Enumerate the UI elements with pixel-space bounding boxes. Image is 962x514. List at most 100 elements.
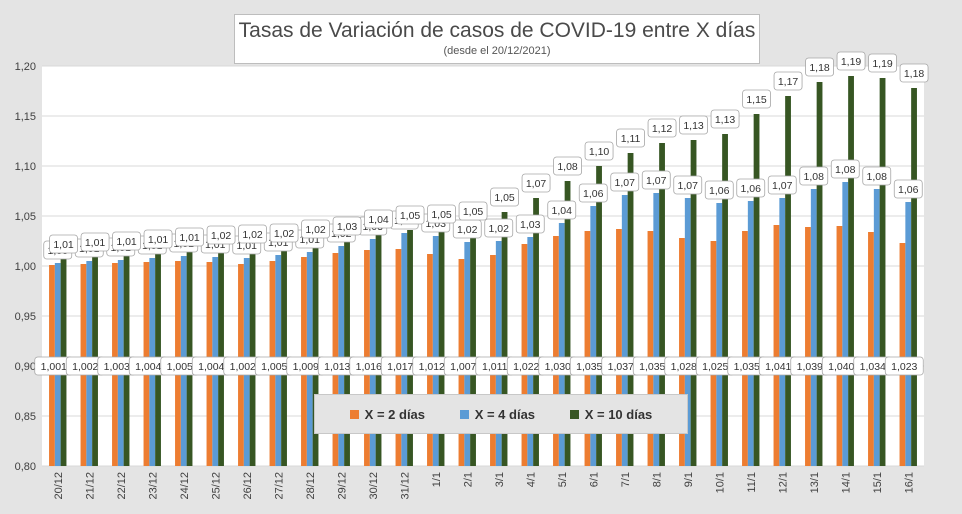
data-label: 1,025 — [702, 361, 728, 373]
legend-item-2-dias: X = 2 días — [349, 407, 425, 422]
data-label-box — [578, 183, 608, 203]
x-tick-label: 16/1 — [903, 472, 915, 493]
data-label: 1,030 — [545, 361, 571, 373]
data-label-box — [836, 51, 866, 71]
bar — [501, 212, 508, 466]
legend-item-4-dias: X = 4 días — [459, 407, 535, 422]
data-label: 1,016 — [356, 361, 382, 373]
data-label-box — [175, 227, 204, 247]
data-label: 1,002 — [72, 361, 98, 373]
bar — [742, 231, 748, 466]
data-label: 1,05 — [400, 210, 421, 222]
data-label: 1,01 — [148, 234, 169, 246]
data-label: 1,011 — [482, 361, 508, 373]
bar — [848, 76, 854, 466]
data-label-box — [647, 118, 677, 138]
bar — [722, 134, 728, 466]
bar — [312, 244, 319, 466]
bar — [470, 226, 476, 466]
bar — [553, 236, 559, 466]
data-label: 1,035 — [639, 361, 665, 373]
data-label: 1,004 — [135, 361, 161, 373]
bar — [810, 189, 817, 466]
data-label: 1,013 — [324, 361, 350, 373]
data-label: 1,035 — [576, 361, 602, 373]
data-label-box — [364, 209, 393, 229]
data-label: 1,07 — [646, 175, 667, 187]
x-tick-label: 15/1 — [872, 472, 884, 493]
bar — [836, 226, 843, 466]
x-tick-label: 10/1 — [714, 472, 726, 493]
data-label-box — [704, 180, 734, 200]
data-label-box — [112, 231, 141, 251]
x-tick-label: 31/12 — [399, 472, 411, 500]
x-tick-label: 3/1 — [494, 472, 506, 487]
bar — [868, 232, 874, 466]
x-tick-label: 21/12 — [84, 472, 96, 500]
data-label: 1,18 — [809, 62, 830, 74]
data-label: 1,08 — [804, 171, 825, 183]
bar — [899, 243, 906, 466]
data-label: 1,17 — [778, 76, 799, 88]
data-label: 1,10 — [589, 146, 610, 158]
data-label-box — [742, 89, 771, 109]
bar — [438, 229, 445, 466]
bar — [659, 143, 665, 466]
data-label-box — [206, 225, 236, 245]
chart-title: Tasas de Variación de casos de COVID-19 … — [238, 19, 756, 42]
data-label-box — [884, 356, 924, 376]
data-label-box — [484, 218, 514, 238]
data-label-box — [547, 200, 577, 220]
data-label-box — [238, 224, 267, 244]
data-label: 1,037 — [608, 361, 634, 373]
data-label: 1,009 — [293, 361, 319, 373]
data-label: 1,003 — [104, 361, 130, 373]
data-label: 1,06 — [741, 183, 762, 195]
x-tick-label: 20/12 — [53, 472, 65, 500]
data-label-box — [773, 71, 803, 91]
data-label-box — [49, 234, 78, 254]
data-label-box — [805, 57, 834, 77]
legend-item-10-dias: X = 10 días — [569, 406, 653, 422]
y-tick-label: 0,85 — [15, 411, 36, 423]
bar — [369, 239, 376, 466]
data-label: 1,017 — [387, 361, 413, 373]
data-label: 1,08 — [867, 171, 888, 183]
data-label-box — [641, 170, 671, 190]
data-label: 1,01 — [53, 239, 74, 251]
y-tick-label: 1,05 — [15, 211, 36, 223]
data-label: 1,041 — [765, 361, 791, 373]
bar — [621, 195, 628, 466]
data-label: 1,028 — [671, 361, 697, 373]
legend-swatch-2-dias — [349, 409, 359, 419]
data-label-box — [610, 172, 640, 192]
data-label: 1,08 — [557, 161, 578, 173]
data-label: 1,03 — [337, 221, 358, 233]
data-label: 1,005 — [261, 361, 287, 373]
data-label: 1,05 — [494, 192, 515, 204]
data-label: 1,07 — [678, 180, 699, 192]
data-label-box — [332, 216, 362, 236]
data-label: 1,15 — [746, 94, 767, 106]
data-label-box — [80, 232, 110, 252]
data-label: 1,039 — [797, 361, 823, 373]
bar — [716, 203, 723, 466]
x-tick-label: 26/12 — [242, 472, 254, 500]
data-label: 1,02 — [242, 229, 263, 241]
bar — [747, 201, 754, 466]
bar — [401, 233, 408, 466]
data-label-box — [458, 201, 488, 221]
data-label-box — [710, 109, 740, 129]
bar — [464, 242, 471, 466]
legend-label-10-dias: X = 10 días — [584, 406, 653, 422]
data-label: 1,01 — [179, 232, 200, 244]
bar — [785, 96, 791, 466]
data-label-box — [799, 166, 829, 186]
bar — [338, 246, 345, 466]
bar — [495, 241, 502, 466]
data-label-box — [553, 156, 582, 176]
x-tick-label: 27/12 — [273, 472, 285, 500]
x-tick-label: 12/1 — [777, 472, 789, 493]
x-tick-label: 25/12 — [210, 472, 222, 500]
